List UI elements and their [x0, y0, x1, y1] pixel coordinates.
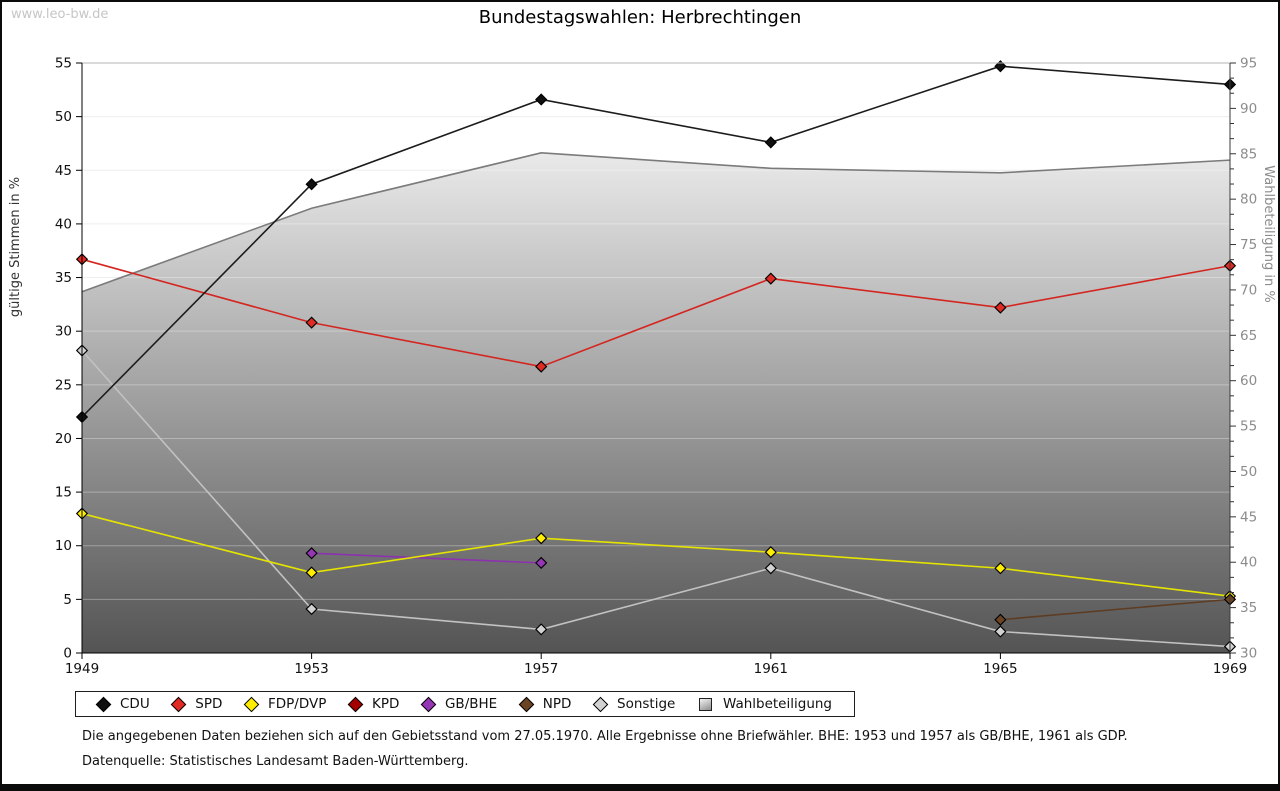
legend-item-spd: SPD [171, 696, 223, 712]
right-tick-label: 80 [1240, 192, 1257, 208]
point-FDP/DVP-1965 [994, 562, 1007, 575]
legend-item-npd: NPD [518, 696, 572, 712]
legend-item-cdu: CDU [95, 696, 150, 712]
year-label: 1957 [524, 661, 558, 677]
legend-label: KPD [371, 696, 400, 712]
turnout-area [82, 152, 1230, 653]
point-NPD-1965 [994, 613, 1007, 626]
right-tick-label: 70 [1240, 282, 1257, 298]
right-tick-label: 75 [1240, 237, 1257, 253]
point-GB/BHE-1953 [305, 547, 318, 560]
legend-item-kpd: KPD [347, 696, 400, 712]
point-SPD-1961 [764, 272, 777, 285]
point-Sonstige-1961 [764, 562, 777, 575]
left-tick-label: 45 [55, 163, 72, 179]
right-tick-label: 50 [1240, 464, 1257, 480]
legend-marker-diamond [420, 696, 437, 712]
series-GB/BHE [305, 547, 548, 570]
legend-item-wahlbeteiligung: Wahlbeteiligung [698, 696, 832, 712]
legend-label: GB/BHE [444, 696, 498, 712]
footnote-gebietsstand: Die angegebenen Daten beziehen sich auf … [82, 729, 1128, 744]
right-tick-label: 85 [1240, 146, 1257, 162]
right-tick-label: 40 [1240, 555, 1257, 571]
legend-marker-diamond [95, 696, 112, 712]
right-tick-label: 35 [1240, 600, 1257, 616]
right-tick-label: 55 [1240, 419, 1257, 435]
left-tick-label: 15 [55, 485, 72, 501]
point-FDP/DVP-1957 [535, 532, 548, 545]
legend-label: Sonstige [617, 696, 676, 712]
point-SPD-1953 [305, 316, 318, 329]
legend-marker-square [698, 697, 712, 711]
left-tick-label: 30 [55, 324, 72, 340]
left-tick-label: 40 [55, 216, 72, 232]
left-tick-label: 50 [55, 109, 72, 125]
year-label: 1965 [983, 661, 1017, 677]
legend-label: NPD [542, 696, 572, 712]
chart-legend: CDU SPD FDP/DVP KPD GB/BHE NPD Sonstige Wahlbet… [75, 691, 855, 717]
left-tick-label: 55 [55, 56, 72, 72]
legend-item-gb-bhe: GB/BHE [420, 696, 498, 712]
left-tick-label: 25 [55, 377, 72, 393]
point-CDU-1961 [764, 136, 777, 149]
series-CDU [75, 60, 1237, 424]
legend-label: SPD [195, 696, 223, 712]
right-tick-label: 30 [1240, 646, 1257, 662]
legend-label: FDP/DVP [268, 696, 327, 712]
year-label: 1953 [294, 661, 328, 677]
legend-marker-diamond [171, 696, 187, 712]
year-label: 1949 [65, 661, 99, 677]
point-SPD-1965 [994, 301, 1007, 314]
legend-label: Wahlbeteiligung [722, 696, 832, 712]
left-tick-label: 35 [55, 270, 72, 286]
right-tick-label: 90 [1240, 101, 1257, 117]
legend-marker-diamond [518, 696, 535, 712]
right-tick-label: 95 [1240, 56, 1257, 72]
year-label: 1961 [754, 661, 788, 677]
page-title: Bundestagswahlen: Herbrechtingen [478, 7, 802, 28]
point-SPD-1957 [535, 360, 548, 373]
point-FDP/DVP-1953 [305, 566, 318, 579]
point-Sonstige-1965 [994, 625, 1007, 638]
legend-label: CDU [120, 696, 150, 712]
left-tick-label: 5 [63, 592, 72, 608]
year-label: 1969 [1213, 661, 1247, 677]
left-tick-label: 20 [55, 431, 72, 447]
point-FDP/DVP-1961 [764, 546, 777, 559]
point-CDU-1965 [994, 60, 1007, 73]
legend-marker-diamond [243, 696, 260, 712]
right-tick-label: 45 [1240, 509, 1257, 525]
right-axis-title: Wahlbeteiligung in % [1261, 165, 1276, 302]
legend-item-fdp-dvp: FDP/DVP [243, 696, 327, 712]
legend-marker-diamond [592, 696, 609, 712]
left-tick-label: 0 [63, 646, 72, 662]
right-tick-label: 60 [1240, 373, 1257, 389]
watermark: www.leo-bw.de [11, 7, 109, 22]
election-line-chart: 0 5 10 15 20 25 30 35 40 45 50 55 30 35 40 45 50 55 60 65 70… [8, 56, 1276, 678]
right-tick-label: 65 [1240, 328, 1257, 344]
point-Sonstige-1953 [305, 602, 318, 616]
left-axis-title: gültige Stimmen in % [8, 177, 23, 317]
point-CDU-1957 [535, 93, 548, 106]
footnote-datenquelle: Datenquelle: Statistisches Landesamt Bad… [82, 754, 469, 769]
series-FDP/DVP [75, 507, 1237, 603]
left-tick-label: 10 [55, 538, 72, 554]
point-CDU-1953 [305, 178, 318, 191]
point-Sonstige-1957 [535, 623, 548, 636]
series-Sonstige [75, 344, 1237, 653]
legend-marker-diamond [347, 696, 364, 712]
point-GB/BHE-1957 [535, 556, 548, 570]
legend-item-sonstige: Sonstige [592, 696, 676, 712]
